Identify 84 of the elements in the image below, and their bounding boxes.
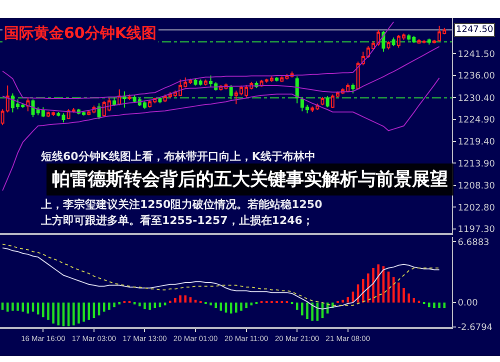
- bar: [214, 302, 217, 308]
- candlestick: [392, 36, 396, 47]
- text: 帕雷德斯转会背后的五大关键事实解析与前景展望: [52, 169, 448, 190]
- y-tick-label: 1197.30: [458, 225, 496, 236]
- candlestick: [26, 96, 30, 112]
- candlestick: [326, 96, 330, 108]
- candlestick: [204, 78, 208, 86]
- bar: [47, 302, 50, 320]
- bar: [148, 302, 151, 310]
- bar: [362, 278, 364, 303]
- y-tick-label: 1241.50: [458, 50, 496, 60]
- bar: [22, 302, 24, 312]
- bar: [433, 302, 436, 308]
- bar: [138, 302, 141, 306]
- bar: [108, 302, 110, 310]
- bar: [144, 302, 146, 309]
- candlestick: [427, 38, 431, 46]
- bar: [240, 302, 242, 311]
- y-tick-label: -2.6794: [458, 323, 493, 334]
- bar: [210, 302, 212, 306]
- bar: [301, 302, 304, 316]
- candlestick: [112, 96, 116, 107]
- bar: [342, 300, 344, 303]
- bar: [398, 282, 400, 303]
- ref-line-label: 1247.50: [456, 25, 494, 35]
- y-tick-label: 1230.40: [458, 94, 496, 104]
- bar: [16, 302, 19, 311]
- annotation: 上方即可跟进多单。看至1255-1257，止损在1246；: [40, 214, 314, 227]
- bar: [296, 302, 298, 310]
- bar: [6, 302, 9, 312]
- candlestick: [422, 39, 426, 44]
- candlestick: [351, 82, 355, 94]
- y-tick-label: 1208.30: [458, 182, 496, 192]
- bar: [408, 293, 410, 303]
- bar: [372, 268, 374, 303]
- candlestick: [356, 61, 360, 90]
- bar: [438, 302, 440, 308]
- bar: [12, 302, 14, 311]
- line-series: [2, 46, 440, 113]
- bar: [443, 302, 446, 308]
- bar: [113, 302, 116, 308]
- y-tick-label: 0.00: [458, 298, 478, 309]
- bar: [377, 264, 380, 303]
- bar: [428, 302, 430, 308]
- line-series: [2, 21, 394, 100]
- candlestick: [275, 76, 279, 82]
- bar: [102, 302, 106, 312]
- bar: [174, 298, 176, 303]
- bar: [52, 302, 54, 324]
- candlestick: [118, 88, 122, 105]
- bar: [82, 302, 85, 322]
- bar: [1, 302, 4, 310]
- candlestick: [229, 84, 233, 100]
- y-tick-label: 1202.80: [458, 203, 496, 214]
- bar: [235, 302, 238, 313]
- bar: [367, 273, 370, 303]
- y-tick-label: 6.6883: [458, 238, 490, 248]
- bar: [220, 302, 222, 311]
- candlestick: [417, 38, 421, 44]
- bar: [402, 288, 405, 303]
- bar: [250, 302, 253, 306]
- bar: [42, 302, 44, 318]
- bar: [179, 295, 182, 303]
- y-tick-label: 1213.90: [458, 159, 496, 170]
- bar: [72, 302, 75, 326]
- text: 国际黄金60分钟K线图: [4, 24, 156, 42]
- candlestick: [97, 102, 101, 120]
- bar: [164, 302, 166, 306]
- candlestick: [122, 90, 126, 108]
- y-tick-label: 1219.40: [458, 138, 496, 148]
- candlestick: [386, 40, 390, 50]
- bar: [78, 302, 80, 324]
- bar: [245, 302, 248, 308]
- candlestick: [158, 96, 162, 104]
- bar: [184, 295, 187, 303]
- annotation: 短线60分钟K线图上看，布林带开口向上，K线于布林中: [40, 150, 316, 163]
- bar: [346, 297, 350, 303]
- y-tick-label: 1236.00: [458, 72, 496, 82]
- annotation: 上，李宗玺建议关注1250阻力破位情况。若能站稳1250: [40, 198, 323, 211]
- candlestick: [128, 94, 132, 101]
- bar: [88, 302, 90, 320]
- y-tick-label: 1224.90: [458, 116, 496, 126]
- bar: [306, 302, 308, 319]
- bar: [311, 302, 314, 321]
